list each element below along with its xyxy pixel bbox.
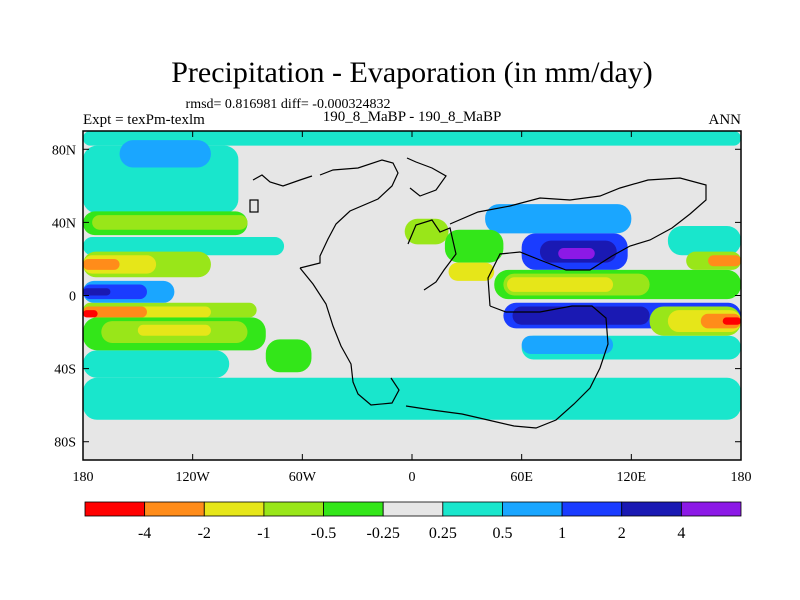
- coastline-arctic: [252, 174, 313, 187]
- contour-region: [119, 140, 211, 168]
- map-panel: 180 120W 60W 0 60E 120E 180 80N 40N 0 40S 80S: [52, 130, 752, 485]
- contour-region: [558, 247, 595, 259]
- colorbar-label: 4: [677, 525, 685, 542]
- colorbar-swatch: [561, 501, 623, 517]
- contour-region: [137, 324, 211, 336]
- colorbar-label: -1: [257, 525, 270, 542]
- x-tick-label: 0: [409, 470, 416, 485]
- contour-region: [667, 226, 741, 256]
- contour-region: [485, 204, 632, 234]
- colorbar-label: -0.5: [311, 525, 336, 542]
- contour-region: [83, 377, 741, 420]
- x-tick-label: 120E: [617, 470, 647, 485]
- colorbar-label: -4: [138, 525, 151, 542]
- x-tick-label: 180: [731, 470, 752, 485]
- season-label: ANN: [709, 112, 742, 128]
- contour-region: [448, 262, 495, 281]
- contour-region: [83, 306, 147, 318]
- contour-region: [722, 317, 741, 325]
- stats-line: rmsd= 0.816981 diff= -0.000324832: [186, 97, 391, 112]
- colorbar-swatch: [323, 501, 384, 517]
- colorbar-swatch: [84, 501, 146, 517]
- comparison-label: 190_8_MaBP - 190_8_MaBP: [323, 109, 502, 125]
- contour-region: [512, 306, 650, 325]
- coastline-africa: [407, 219, 457, 291]
- y-tick-label: 80N: [52, 143, 76, 158]
- colorbar: -4 -2 -1 -0.5 -0.25 0.25 0.5 1 2 4: [84, 501, 742, 542]
- experiment-label: Expt = texPm-texlm: [83, 112, 205, 128]
- colorbar-label: 1: [558, 525, 566, 542]
- coastline-asia: [449, 177, 707, 307]
- y-tick-label: 0: [69, 290, 76, 305]
- colorbar-swatch: [502, 501, 563, 517]
- coastline-north-america: [299, 159, 399, 269]
- colorbar-swatch: [203, 501, 265, 517]
- contour-region: [83, 350, 230, 378]
- colorbar-swatch: [382, 501, 444, 517]
- colorbar-label: -0.25: [367, 525, 400, 542]
- contour-region: [83, 288, 111, 296]
- x-tick-label: 60W: [289, 470, 317, 485]
- colorbar-label: 2: [618, 525, 626, 542]
- colorbar-swatch: [442, 501, 503, 517]
- contour-region: [83, 310, 98, 318]
- contour-region: [444, 229, 504, 263]
- chart-title: Precipitation - Evaporation (in mm/day): [171, 56, 653, 89]
- colorbar-swatch: [621, 501, 682, 517]
- colorbar-label: 0.5: [492, 525, 512, 542]
- contour-region: [708, 255, 741, 267]
- contour-region: [265, 339, 312, 373]
- x-tick-label: 180: [73, 470, 94, 485]
- coastline-europe: [406, 157, 447, 197]
- contour-region: [83, 131, 741, 146]
- colorbar-label: 0.25: [429, 525, 457, 542]
- y-tick-label: 40S: [54, 363, 76, 378]
- island-outline: [249, 199, 259, 213]
- colorbar-label: -2: [198, 525, 211, 542]
- x-tick-label: 120W: [176, 470, 211, 485]
- contour-region: [92, 215, 248, 230]
- coastline-south-america: [299, 267, 400, 406]
- coastline-south-land: [405, 305, 609, 429]
- contour-region: [83, 258, 120, 270]
- contour-region: [521, 335, 614, 354]
- y-tick-label: 40N: [52, 216, 76, 231]
- y-tick-label: 80S: [54, 436, 76, 451]
- contour-region: [507, 277, 614, 292]
- x-tick-label: 60E: [510, 470, 533, 485]
- contour-region: [83, 237, 285, 256]
- colorbar-swatch: [680, 501, 742, 517]
- colorbar-swatch: [263, 501, 324, 517]
- colorbar-swatch: [144, 501, 205, 517]
